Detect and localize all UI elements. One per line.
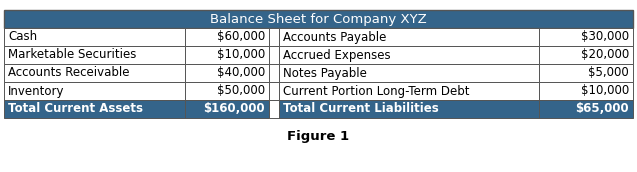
Bar [279, 82, 539, 100]
Bar [279, 28, 539, 46]
Text: Accrued Expenses: Accrued Expenses [283, 49, 390, 62]
Bar [4, 28, 185, 46]
Text: $60,000: $60,000 [217, 30, 265, 44]
Bar [539, 82, 633, 100]
Bar [269, 82, 279, 100]
Bar [185, 46, 269, 64]
Bar [279, 100, 539, 118]
Bar [269, 28, 279, 46]
Text: $20,000: $20,000 [581, 49, 629, 62]
Text: Notes Payable: Notes Payable [283, 67, 367, 79]
Text: Marketable Securities: Marketable Securities [8, 49, 136, 62]
Text: Accounts Receivable: Accounts Receivable [8, 67, 129, 79]
Bar [4, 82, 185, 100]
Text: $30,000: $30,000 [581, 30, 629, 44]
Bar [4, 100, 185, 118]
Bar [185, 28, 269, 46]
Text: $10,000: $10,000 [217, 49, 265, 62]
Text: Cash: Cash [8, 30, 37, 44]
Bar [4, 64, 185, 82]
Bar [4, 10, 633, 28]
Bar [269, 46, 279, 64]
Bar [539, 64, 633, 82]
Text: Accounts Payable: Accounts Payable [283, 30, 387, 44]
Text: $65,000: $65,000 [575, 103, 629, 116]
Bar [185, 64, 269, 82]
Bar [269, 64, 279, 82]
Bar [539, 28, 633, 46]
Bar [269, 100, 279, 118]
Text: Balance Sheet for Company XYZ: Balance Sheet for Company XYZ [210, 13, 427, 25]
Bar [539, 100, 633, 118]
Text: $160,000: $160,000 [203, 103, 265, 116]
Bar [185, 100, 269, 118]
Bar [279, 46, 539, 64]
Text: Figure 1: Figure 1 [287, 130, 350, 143]
Text: $5,000: $5,000 [588, 67, 629, 79]
Bar [539, 46, 633, 64]
Text: $50,000: $50,000 [217, 84, 265, 98]
Text: Inventory: Inventory [8, 84, 64, 98]
Text: $10,000: $10,000 [581, 84, 629, 98]
Bar [185, 82, 269, 100]
Text: Current Portion Long-Term Debt: Current Portion Long-Term Debt [283, 84, 469, 98]
Text: Total Current Liabilities: Total Current Liabilities [283, 103, 439, 116]
Text: Total Current Assets: Total Current Assets [8, 103, 143, 116]
Bar [4, 46, 185, 64]
Bar [279, 64, 539, 82]
Text: $40,000: $40,000 [217, 67, 265, 79]
